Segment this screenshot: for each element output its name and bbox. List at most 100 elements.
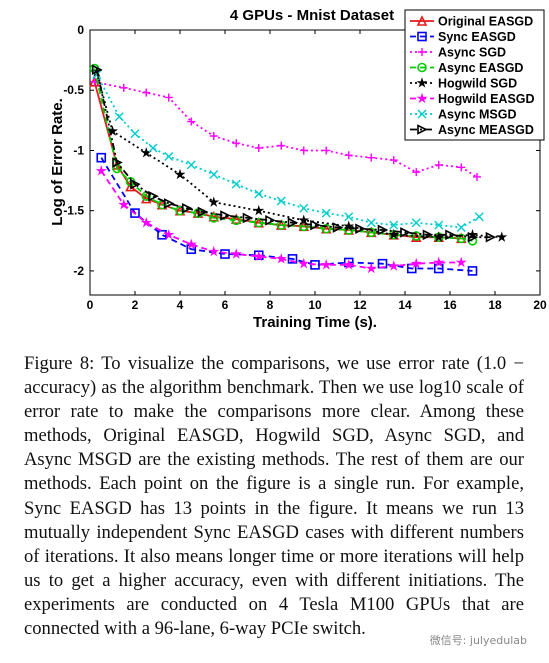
data-point	[400, 227, 411, 238]
legend-marker	[416, 77, 428, 88]
x-tick-label: 16	[443, 298, 457, 312]
legend-entry: Async EASGD	[438, 61, 523, 75]
data-point	[389, 156, 398, 165]
data-point	[186, 160, 196, 170]
data-point	[321, 208, 331, 218]
data-point	[253, 250, 265, 262]
x-tick-label: 0	[87, 298, 94, 312]
legend-entry: Sync EASGD	[438, 30, 516, 44]
data-point	[114, 112, 124, 122]
data-point	[457, 163, 466, 172]
data-point	[433, 231, 445, 242]
data-point	[130, 178, 141, 190]
data-point	[485, 231, 497, 243]
legend-marker	[416, 92, 428, 104]
legend-marker	[417, 109, 427, 119]
data-point	[95, 165, 107, 176]
series-line	[95, 69, 491, 239]
data-point	[253, 217, 264, 228]
y-tick-label: 0	[77, 23, 84, 37]
data-point	[119, 83, 128, 92]
data-point	[230, 248, 242, 259]
x-tick-label: 14	[398, 298, 412, 312]
data-point	[474, 212, 484, 222]
legend-entry: Hogwild EASGD	[438, 92, 535, 106]
data-point	[253, 204, 265, 216]
data-point	[112, 157, 123, 168]
data-point	[140, 216, 152, 228]
caption-label: Figure 8:	[24, 353, 95, 374]
data-point	[366, 227, 377, 238]
data-point	[456, 223, 466, 233]
data-point	[322, 146, 331, 155]
figure-caption: Figure 8: To visualize the comparisons, …	[24, 352, 524, 641]
x-axis-label: Training Time (s).	[253, 314, 377, 331]
data-point	[388, 228, 400, 240]
data-point	[410, 257, 422, 269]
data-point	[298, 214, 310, 226]
x-axis-ticks: 0 2 4 6 8 10 12 14 16 18 20	[87, 30, 547, 312]
data-point	[275, 253, 287, 264]
legend-marker	[416, 15, 428, 26]
data-point	[434, 160, 443, 169]
data-point	[344, 151, 353, 160]
y-axis-label: Log of Error Rate.	[49, 98, 66, 226]
caption-text: To visualize the comparisons, we use err…	[24, 353, 524, 640]
data-point	[320, 259, 332, 270]
chart-svg: 4 GPUs - Mnist Dataset 0 2 4 6 8 10 12 14 16 18 20…	[49, 7, 547, 331]
data-point	[130, 208, 140, 218]
data-point	[209, 132, 218, 140]
data-point	[220, 210, 231, 221]
data-point	[175, 205, 185, 216]
data-point	[287, 217, 299, 229]
data-point	[163, 228, 175, 240]
data-point	[332, 222, 344, 233]
data-point	[445, 229, 456, 241]
data-point	[298, 257, 310, 269]
y-tick-label: -0.5	[63, 83, 84, 97]
data-point	[254, 189, 264, 199]
data-point	[455, 256, 467, 268]
legend-marker	[417, 62, 427, 73]
legend-entry: Async MEASGD	[438, 123, 534, 137]
data-point	[434, 220, 444, 230]
data-point	[367, 153, 376, 162]
x-tick-label: 18	[488, 298, 502, 312]
data-point	[299, 146, 308, 155]
data-point	[164, 93, 173, 102]
x-tick-label: 8	[267, 298, 274, 312]
data-point	[287, 254, 298, 264]
y-tick-label: -2	[73, 264, 84, 278]
y-tick-label: -1.5	[63, 204, 84, 218]
chart-figure: 4 GPUs - Mnist Dataset 0 2 4 6 8 10 12 14 16 18 20…	[49, 7, 547, 331]
data-point	[96, 152, 107, 163]
data-point	[321, 223, 332, 234]
data-point	[433, 256, 445, 268]
watermark: 微信号: julyedulab	[425, 631, 531, 649]
data-point	[422, 229, 434, 241]
data-point	[412, 168, 421, 177]
data-point	[343, 220, 355, 232]
data-point	[142, 88, 151, 97]
data-point	[208, 245, 220, 257]
data-point	[130, 129, 140, 139]
series-line	[94, 80, 478, 178]
data-point	[187, 117, 196, 126]
series-async-sgd	[90, 77, 481, 181]
legend-marker	[418, 48, 426, 56]
x-tick-label: 20	[533, 298, 547, 312]
data-point	[456, 233, 467, 244]
data-point	[148, 143, 158, 153]
data-point	[220, 249, 230, 259]
data-point	[254, 144, 263, 153]
data-point	[388, 260, 400, 271]
data-point	[343, 259, 355, 270]
x-tick-label: 2	[132, 298, 139, 312]
data-point	[91, 64, 103, 76]
legend-entry: Async SGD	[438, 46, 506, 60]
data-point	[365, 262, 377, 274]
x-tick-label: 6	[222, 298, 229, 312]
x-tick-label: 10	[308, 298, 322, 312]
data-point	[310, 219, 321, 231]
